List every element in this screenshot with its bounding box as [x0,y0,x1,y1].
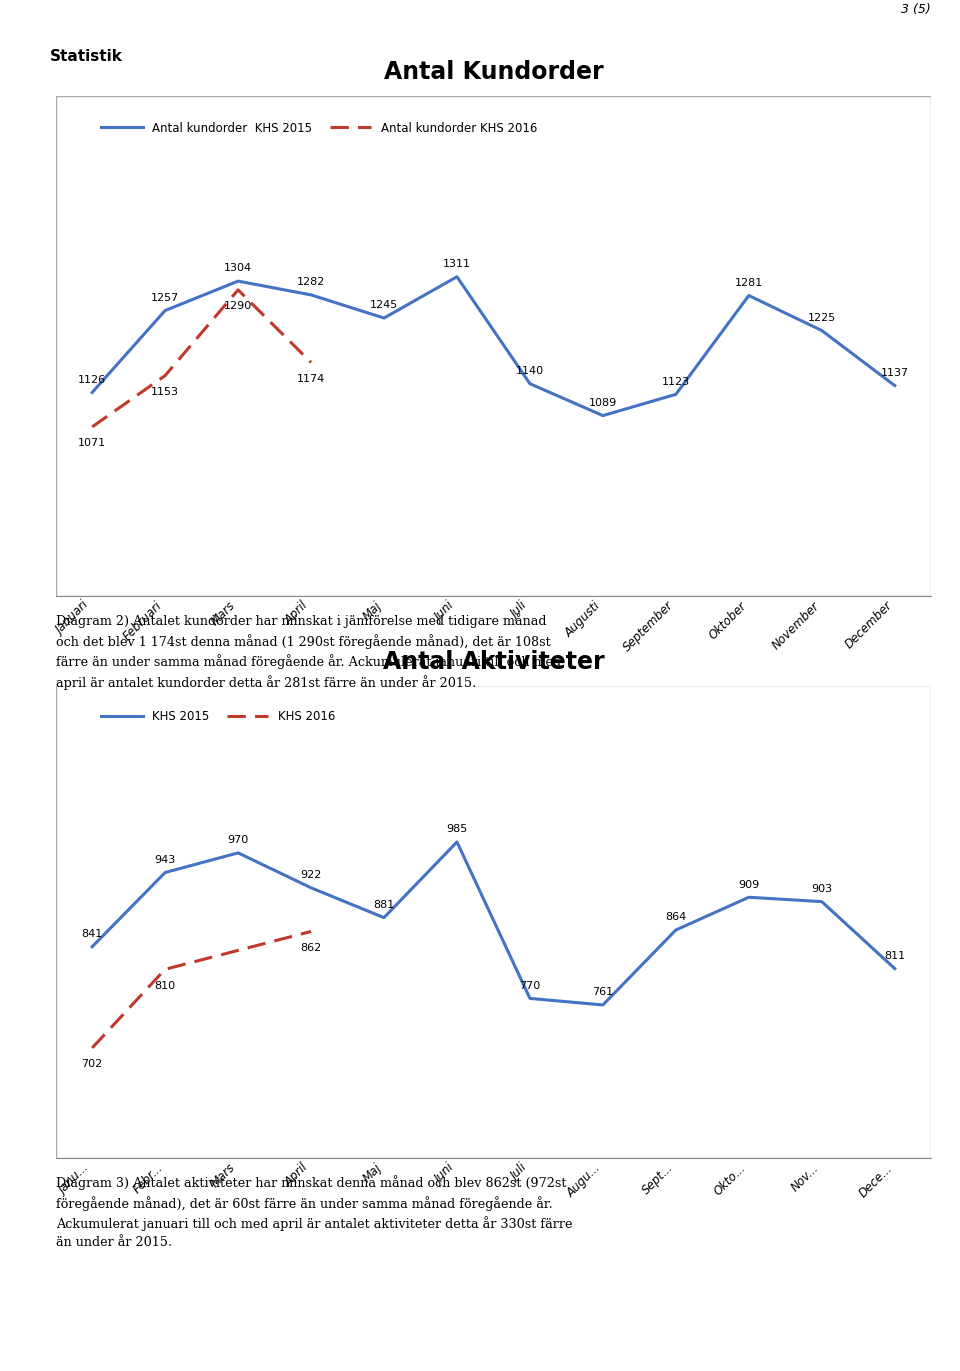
Text: 943: 943 [155,854,176,865]
Text: 903: 903 [811,884,832,894]
Text: 1153: 1153 [151,387,180,398]
Text: 881: 881 [373,899,395,910]
Text: 1123: 1123 [661,377,690,387]
Text: 862: 862 [300,943,322,953]
Text: 1257: 1257 [151,293,180,303]
Text: 1225: 1225 [807,313,836,322]
Text: 1281: 1281 [734,278,763,288]
Text: 1245: 1245 [370,300,398,310]
Text: Diagram 3) Antalet aktiviteter har minskat denna månad och blev 862st (972st
för: Diagram 3) Antalet aktiviteter har minsk… [56,1175,572,1249]
Text: 1071: 1071 [78,439,107,448]
Text: 811: 811 [884,951,905,961]
Text: 841: 841 [82,930,103,939]
Text: 922: 922 [300,871,322,880]
Text: 702: 702 [82,1060,103,1069]
Title: Antal Aktiviteter: Antal Aktiviteter [383,650,604,673]
Text: 1137: 1137 [880,367,909,378]
Text: Diagram 2) Antalet kundorder har minskat i jämförelse med tidigare månad
och det: Diagram 2) Antalet kundorder har minskat… [56,613,561,690]
Text: 1174: 1174 [297,374,325,384]
Title: Antal Kundorder: Antal Kundorder [384,60,603,84]
Legend: KHS 2015, KHS 2016: KHS 2015, KHS 2016 [97,706,340,728]
Text: 864: 864 [665,912,686,923]
Text: 770: 770 [519,980,540,991]
Text: 1126: 1126 [78,374,107,385]
Text: 3 (5): 3 (5) [901,3,931,16]
Legend: Antal kundorder  KHS 2015, Antal kundorder KHS 2016: Antal kundorder KHS 2015, Antal kundorde… [97,117,541,140]
Text: 1282: 1282 [297,277,325,287]
Text: 761: 761 [592,987,613,997]
Text: 1089: 1089 [588,398,617,409]
Text: Statistik: Statistik [50,49,123,64]
Text: 970: 970 [228,835,249,845]
Text: 1311: 1311 [443,259,471,269]
Text: 909: 909 [738,880,759,890]
Text: 985: 985 [446,824,468,834]
Text: 1304: 1304 [224,263,252,273]
Text: 1290: 1290 [224,302,252,311]
Text: 1140: 1140 [516,366,544,376]
Text: 810: 810 [155,980,176,991]
